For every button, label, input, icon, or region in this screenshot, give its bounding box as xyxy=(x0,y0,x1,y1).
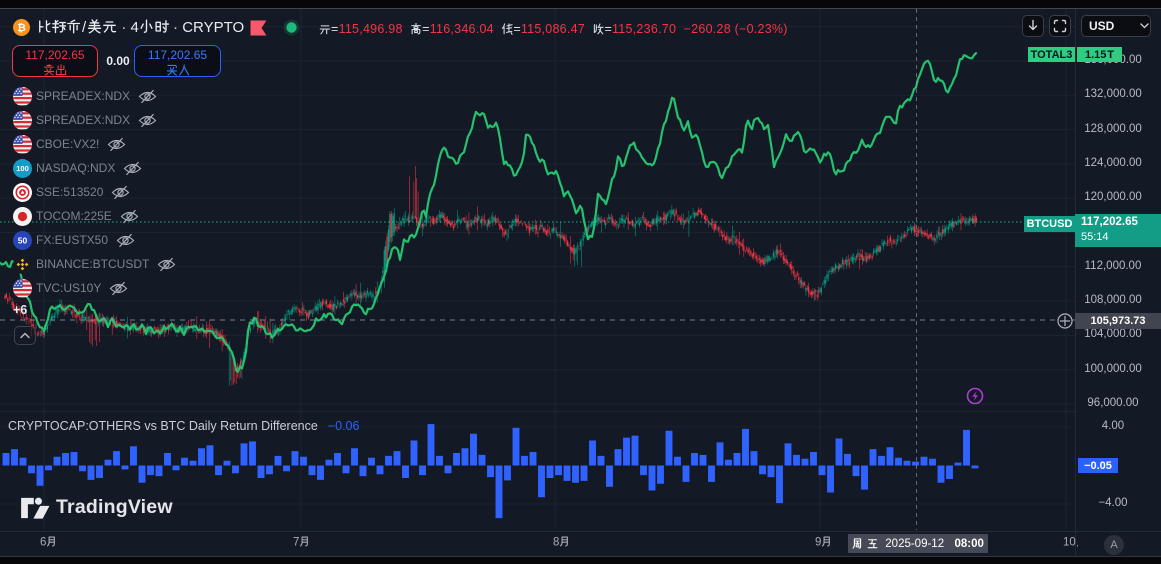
svg-text:100: 100 xyxy=(16,164,29,173)
svg-text:50: 50 xyxy=(18,235,28,245)
svg-text:₿: ₿ xyxy=(17,22,26,34)
